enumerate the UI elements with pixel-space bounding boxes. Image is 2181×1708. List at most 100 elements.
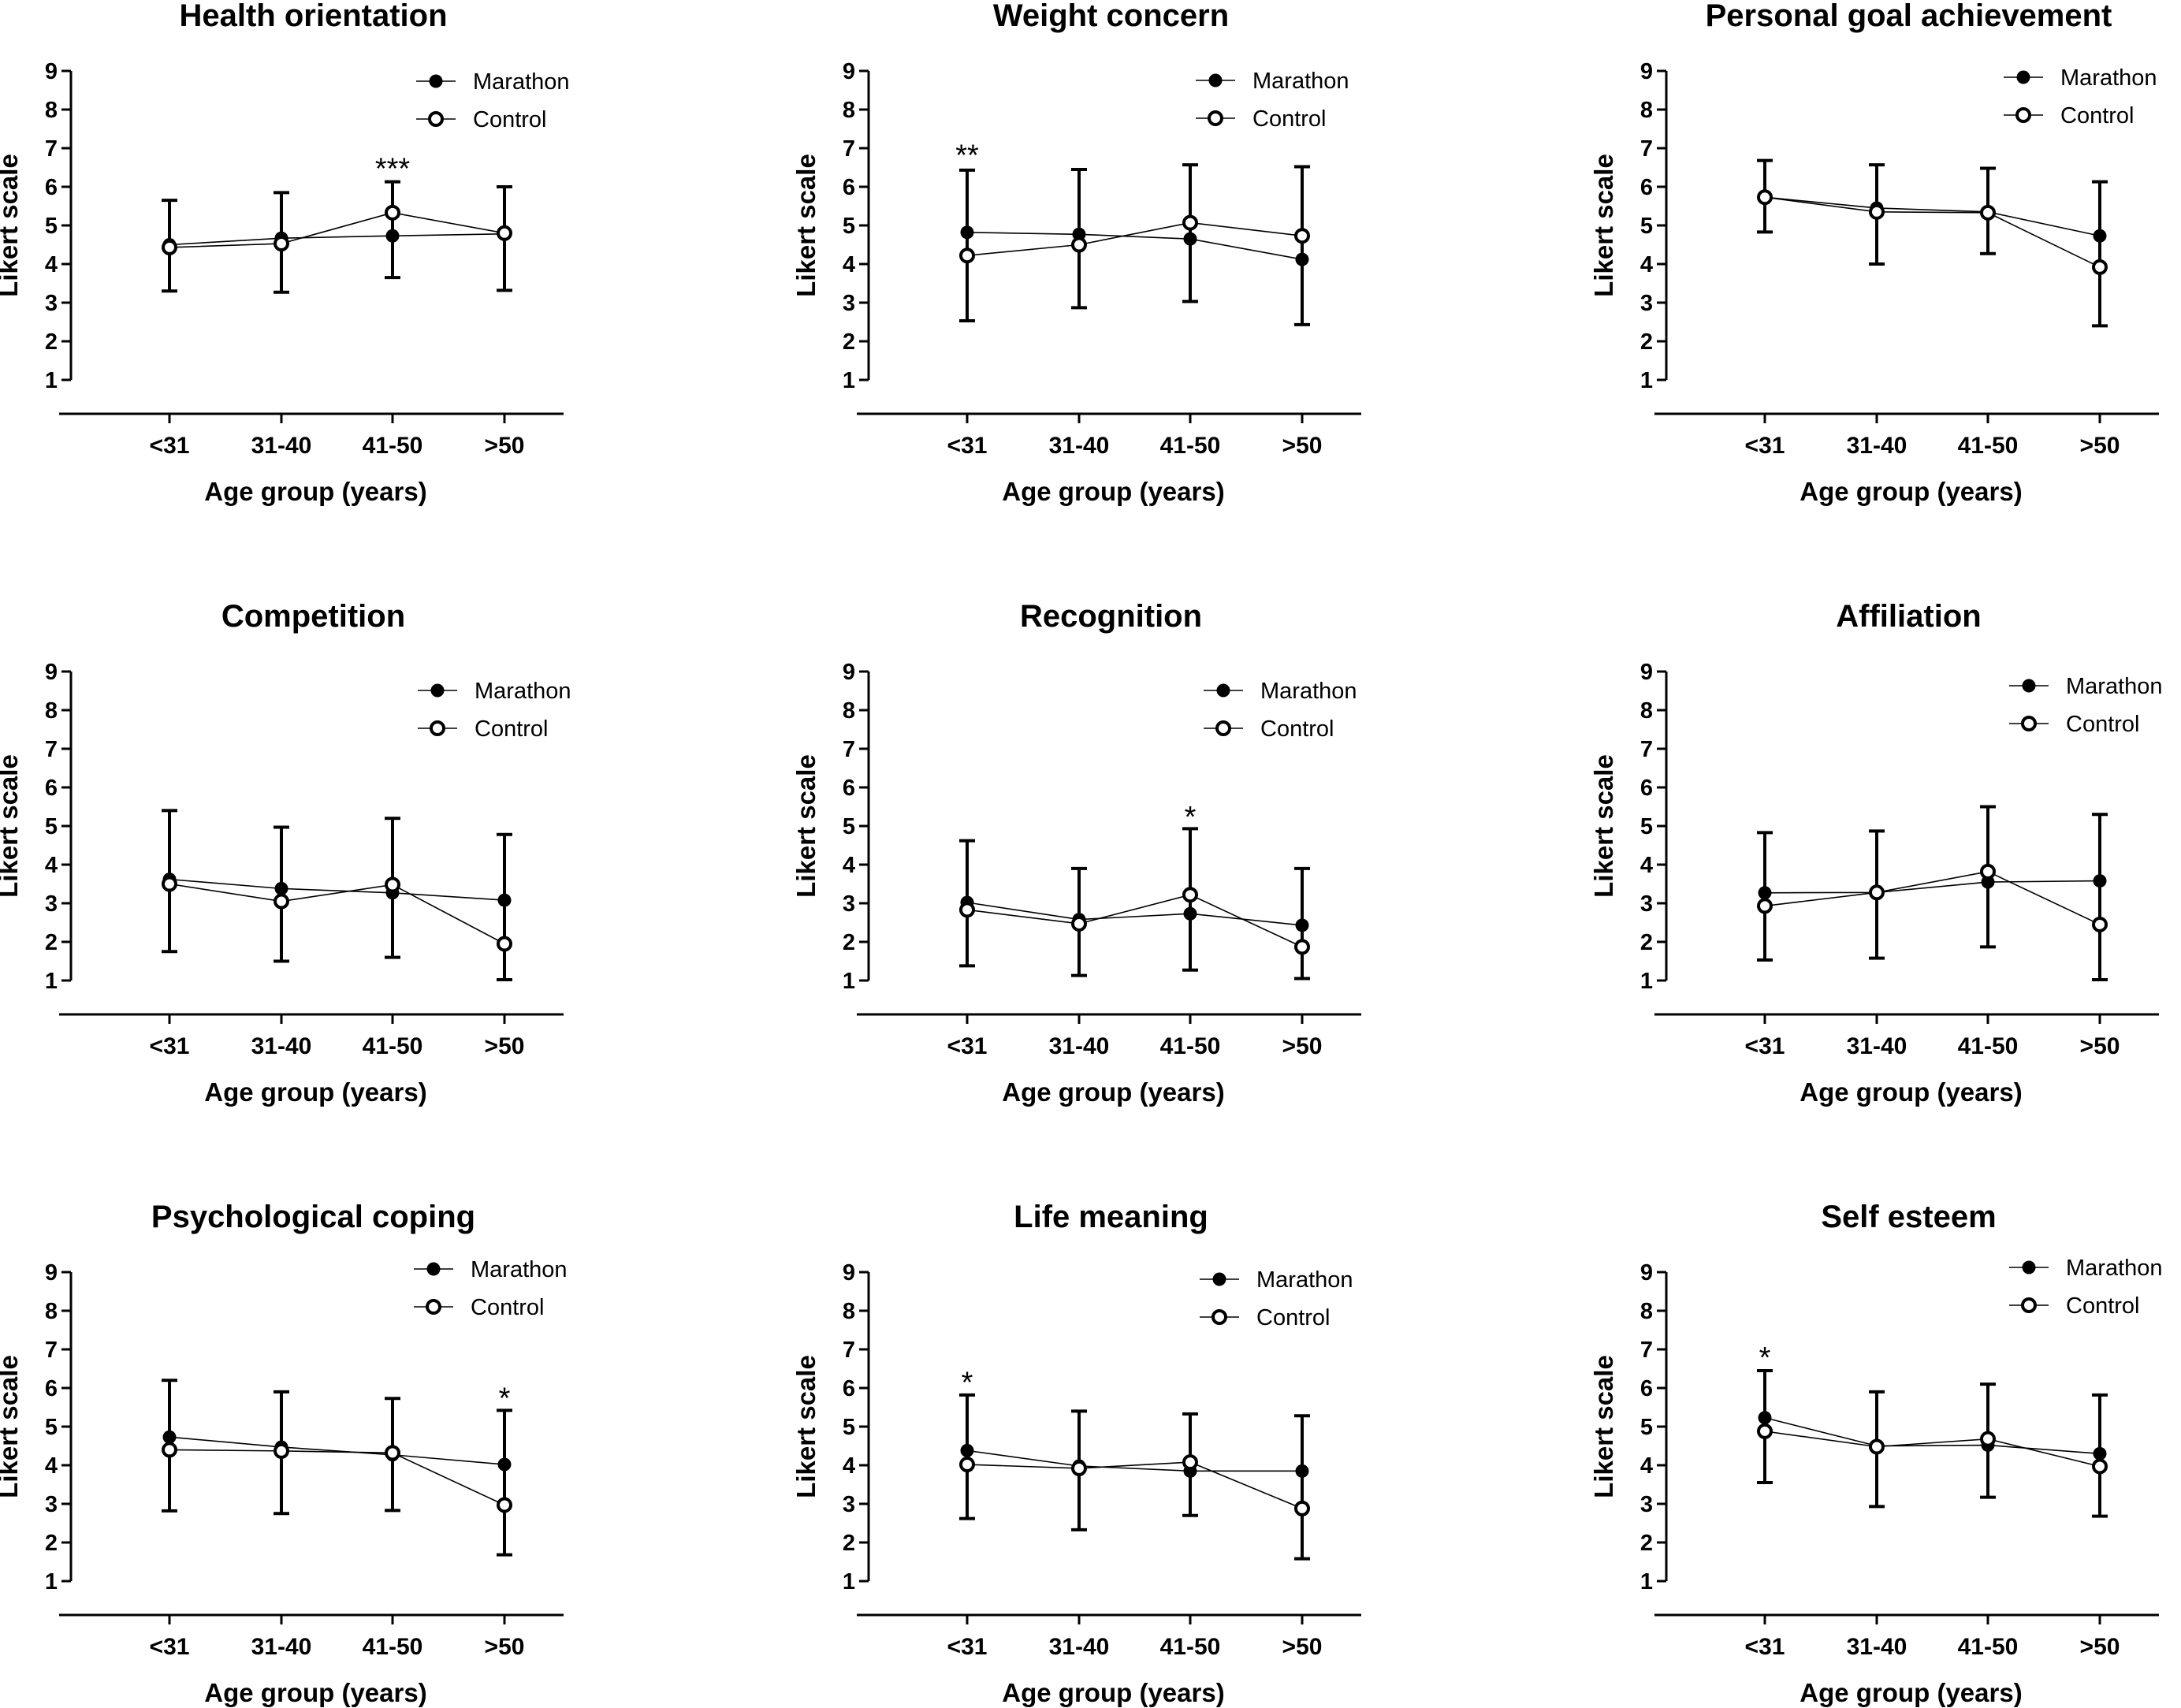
y-tick-label: 4	[1640, 252, 1653, 277]
x-axis-label: Age group (years)	[204, 1077, 426, 1107]
y-tick-label: 9	[843, 59, 855, 84]
y-tick-label: 4	[45, 252, 58, 277]
legend: Marathon Control	[2009, 1256, 2163, 1319]
legend: Marathon Control	[418, 679, 571, 742]
legend-marathon-label: Marathon	[473, 69, 570, 95]
x-tick-label: <31	[947, 433, 988, 459]
x-tick-label: >50	[485, 433, 525, 459]
panel-title: Weight concern	[993, 0, 1229, 33]
legend-marathon-label: Marathon	[2060, 65, 2157, 91]
marathon-point	[1295, 918, 1309, 932]
y-tick-label: 3	[45, 1492, 58, 1517]
y-tick-label: 5	[45, 214, 58, 239]
x-tick-label: <31	[150, 1033, 190, 1059]
y-tick-label: 8	[45, 698, 58, 724]
y-tick-label: 7	[843, 737, 855, 762]
legend-marathon-marker	[1212, 1272, 1226, 1286]
legend: Marathon Control	[2004, 65, 2157, 128]
x-axis-label: Age group (years)	[204, 477, 426, 506]
control-point	[385, 204, 400, 221]
legend-control-label: Control	[475, 716, 549, 742]
control-point	[162, 876, 177, 892]
control-point	[1869, 203, 1885, 220]
y-tick-label: 9	[1640, 1260, 1653, 1286]
legend-marathon-marker	[2022, 1260, 2036, 1274]
legend: Marathon Control	[1196, 69, 1349, 132]
y-tick-label: 5	[45, 1415, 58, 1440]
marathon-point	[1183, 906, 1197, 921]
legend-marathon-label: Marathon	[471, 1257, 568, 1282]
control-point	[1869, 1438, 1885, 1455]
marathon-point	[2093, 874, 2107, 888]
y-tick-label: 9	[1640, 660, 1653, 685]
y-tick-label: 4	[1640, 1453, 1653, 1479]
y-tick-label: 8	[843, 698, 855, 724]
y-tick-label: 1	[843, 1569, 855, 1595]
legend-marathon-label: Marathon	[2066, 1256, 2163, 1281]
y-tick-label: 2	[45, 1531, 58, 1556]
control-point	[1182, 887, 1198, 903]
y-tick-label: 7	[45, 1338, 58, 1363]
y-axis-label: Likert scale	[791, 1355, 821, 1498]
y-tick-label: 8	[45, 98, 58, 123]
control-point	[2092, 916, 2108, 932]
x-tick-label: <31	[150, 1634, 190, 1660]
panel-title: Affiliation	[1836, 599, 1981, 634]
legend: Marathon Control	[2009, 674, 2163, 737]
y-tick-label: 2	[1640, 1531, 1653, 1556]
y-tick-label: 8	[1640, 698, 1653, 724]
control-point	[497, 225, 512, 241]
y-tick-label: 7	[45, 136, 58, 162]
y-tick-label: 3	[843, 291, 855, 316]
control-point	[959, 902, 975, 918]
control-point	[1980, 1431, 1996, 1447]
control-line	[966, 221, 1303, 257]
x-tick-label: >50	[485, 1634, 525, 1660]
x-tick-label: 41-50	[363, 1634, 423, 1660]
control-point	[959, 1457, 975, 1473]
y-tick-label: 4	[843, 853, 855, 878]
control-line	[169, 1449, 505, 1506]
control-point	[274, 893, 289, 910]
y-tick-label: 1	[843, 368, 855, 393]
x-tick-label: >50	[2080, 1033, 2120, 1059]
y-tick-label: 2	[843, 930, 855, 955]
legend-marathon-label: Marathon	[2066, 674, 2163, 699]
panel-title: Personal goal achievement	[1706, 0, 2112, 33]
control-point	[1071, 236, 1087, 253]
y-tick-label: 2	[843, 329, 855, 355]
marathon-point	[1295, 1464, 1309, 1478]
legend-control-label: Control	[473, 107, 547, 132]
legend-marathon-label: Marathon	[475, 679, 571, 704]
legend: Marathon Control	[1200, 1267, 1353, 1330]
marathon-point	[1295, 252, 1309, 266]
y-tick-label: 1	[45, 368, 58, 393]
marathon-point	[497, 893, 512, 907]
significance-marker: *	[1185, 801, 1197, 834]
control-point	[162, 1442, 177, 1458]
y-tick-label: 7	[1640, 737, 1653, 762]
legend-control-marker	[426, 1299, 441, 1315]
legend-control-marker	[2021, 716, 2037, 731]
control-point	[385, 1445, 400, 1461]
control-point	[497, 936, 512, 952]
y-tick-label: 4	[45, 853, 58, 878]
x-axis-label: Age group (years)	[1800, 1678, 2022, 1707]
control-line	[1764, 196, 2101, 268]
x-tick-label: <31	[947, 1634, 988, 1660]
marathon-line	[1764, 880, 2101, 894]
x-tick-label: 41-50	[1958, 1634, 2019, 1660]
legend-marathon-label: Marathon	[1260, 679, 1357, 704]
panel-1: Health orientation 1 2 3 4 5 6 7 8 9 Likert scale <…	[0, 0, 570, 506]
panel-8: Life meaning 1 2 3 4 5 6 7 8 9 Likert scale <31 31-4…	[791, 1200, 1361, 1707]
control-point	[385, 876, 400, 893]
x-tick-label: <31	[1745, 1634, 1785, 1660]
x-axis-label: Age group (years)	[1002, 477, 1224, 506]
legend-control-marker	[428, 111, 444, 127]
x-tick-label: >50	[2080, 433, 2120, 459]
legend-marathon-marker	[1216, 683, 1230, 698]
legend-marathon-marker	[1208, 73, 1223, 87]
y-tick-label: 6	[45, 776, 58, 801]
control-point	[1294, 939, 1310, 955]
x-tick-label: <31	[1745, 433, 1785, 459]
